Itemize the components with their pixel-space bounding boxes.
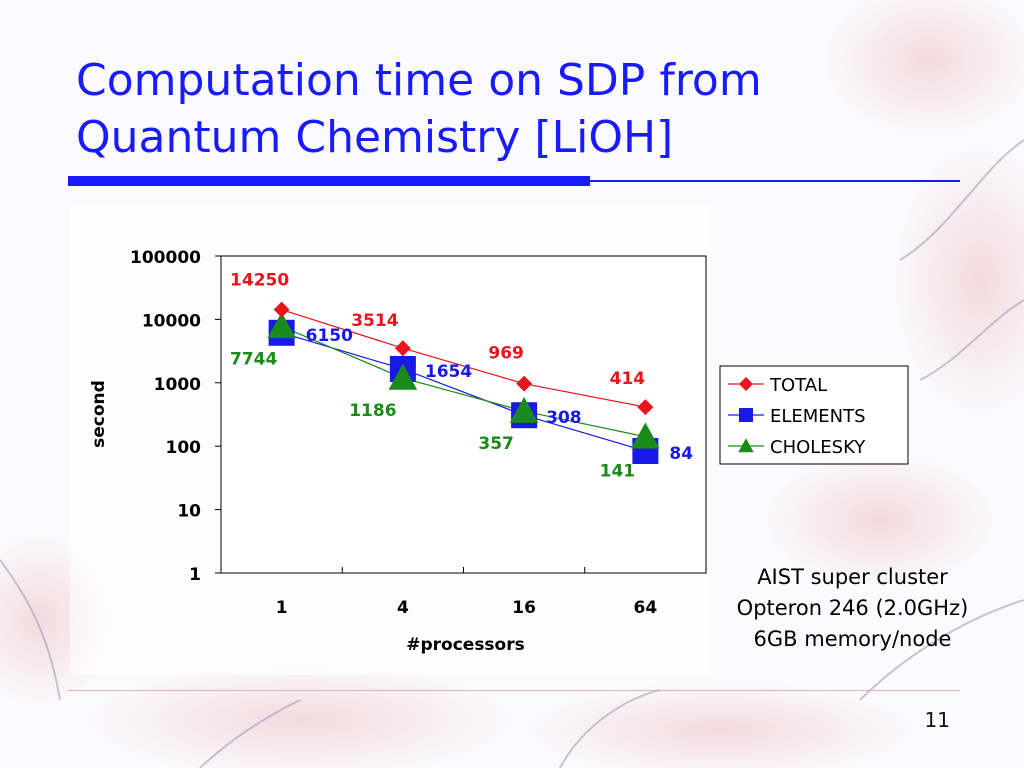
data-label-cholesky: 357: [478, 434, 514, 454]
data-label-total: 969: [488, 344, 524, 364]
page-number: 11: [924, 708, 950, 732]
data-label-elements: 84: [669, 444, 693, 464]
x-tick-label: 64: [634, 598, 658, 618]
x-axis-title: #processors: [406, 635, 525, 655]
y-tick-label: 1: [189, 565, 201, 585]
plot-area: [220, 255, 707, 574]
slide-title-line-2: Quantum Chemistry [LiOH]: [76, 112, 674, 163]
data-label-cholesky: 1186: [349, 401, 396, 421]
note-line-2: Opteron 246 (2.0GHz): [736, 596, 969, 620]
legend-label-elements: ELEMENTS: [770, 406, 866, 427]
slide-title: Computation time on SDP from Quantum Che…: [76, 52, 956, 166]
data-point-cholesky: [388, 363, 418, 390]
legend-marker-cholesky: [738, 438, 754, 453]
data-point-total: [516, 375, 533, 392]
series-line-total: [281, 309, 646, 408]
x-tick-label: 16: [512, 598, 536, 618]
data-label-elements: 6150: [306, 326, 353, 346]
title-underline-thick: [68, 176, 590, 186]
data-label-cholesky: 7744: [230, 349, 277, 369]
y-tick-label: 100000: [130, 248, 201, 268]
legend-marker-total: [739, 377, 753, 391]
data-point-cholesky: [631, 422, 660, 449]
slide-title-line-1: Computation time on SDP from: [76, 55, 762, 106]
legend-label-cholesky: CHOLESKY: [770, 437, 866, 458]
series-line-elements: [281, 332, 646, 452]
data-point-total: [394, 340, 411, 357]
y-tick-label: 10000: [142, 311, 201, 331]
y-tick-label: 1000: [154, 375, 201, 395]
data-point-cholesky: [267, 312, 296, 339]
note-line-1: AIST super cluster: [757, 565, 948, 589]
legend-marker-elements: [739, 408, 753, 422]
legend-label-total: TOTAL: [769, 375, 827, 396]
footer-line: [68, 690, 960, 691]
data-point-total: [273, 301, 290, 318]
data-label-total: 414: [610, 369, 646, 389]
data-label-elements: 308: [546, 408, 582, 428]
y-tick-label: 10: [177, 502, 201, 522]
series-line-cholesky: [281, 325, 646, 438]
data-label-cholesky: 141: [600, 462, 636, 482]
data-point-total: [637, 399, 654, 416]
data-label-elements: 1654: [425, 362, 472, 382]
x-tick-label: 1: [276, 598, 288, 618]
title-underline-thin: [590, 180, 960, 182]
data-label-total: 3514: [351, 311, 398, 331]
data-point-cholesky: [509, 396, 539, 423]
y-tick-label: 100: [166, 438, 202, 458]
data-label-total: 14250: [230, 271, 289, 291]
cluster-note: AIST super cluster Opteron 246 (2.0GHz) …: [700, 562, 1005, 655]
y-axis-title: second: [89, 380, 109, 448]
x-tick-label: 4: [397, 598, 409, 618]
note-line-3: 6GB memory/node: [753, 627, 952, 651]
